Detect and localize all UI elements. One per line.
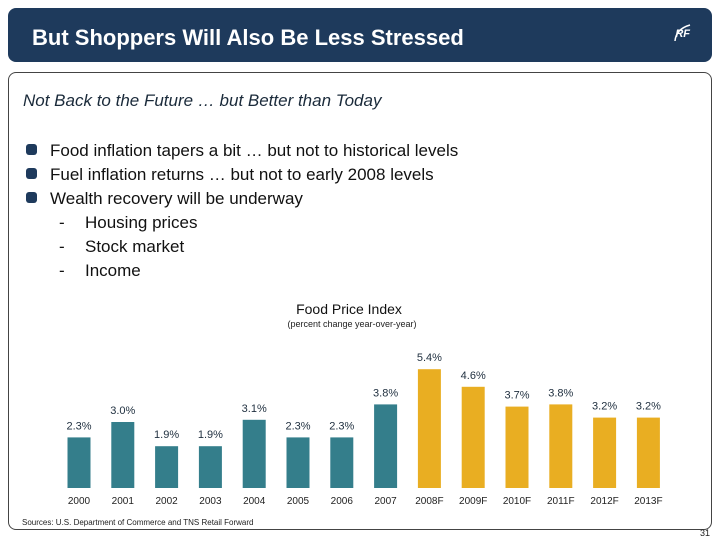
page-number: 31 <box>700 528 711 538</box>
slide-subtitle: Not Back to the Future … but Better than… <box>23 91 382 110</box>
dash-marker: - <box>59 237 65 256</box>
x-tick-label: 2002 <box>155 496 178 507</box>
sub-bullet-item: - Stock market <box>26 235 458 259</box>
bullet-item: Fuel inflation returns … but not to earl… <box>26 163 458 187</box>
sub-bullet-text: Income <box>85 261 141 280</box>
x-tick-label: 2000 <box>68 496 91 507</box>
bullet-square-icon <box>26 192 37 203</box>
title-bar: But Shoppers Will Also Be Less Stressed … <box>8 8 712 62</box>
x-tick-label: 2013F <box>634 496 662 507</box>
bar-2001 <box>111 422 135 488</box>
x-tick-label: 2010F <box>503 496 531 507</box>
bar-2000 <box>67 437 91 488</box>
content-frame <box>8 72 712 530</box>
data-label: 3.7% <box>504 390 529 402</box>
rf-logo: RF <box>674 24 691 42</box>
data-label: 3.2% <box>636 401 661 413</box>
bullet-item: Food inflation tapers a bit … but not to… <box>26 139 458 163</box>
x-tick-label: 2011F <box>547 496 575 507</box>
data-label: 3.1% <box>242 403 267 415</box>
bar-2007 <box>374 404 398 488</box>
bullet-text: Food inflation tapers a bit … but not to… <box>50 141 459 160</box>
data-label: 2.3% <box>66 420 91 432</box>
data-label: 3.8% <box>548 387 573 399</box>
sub-bullet-text: Stock market <box>85 237 185 256</box>
dash-marker: - <box>59 261 65 280</box>
data-label: 3.8% <box>373 387 398 399</box>
x-tick-label: 2009F <box>459 496 487 507</box>
food-price-index-chart: 2.3% 2000 3.0% 2001 1.9% 2002 1.9% 2003 3.1% 2004… <box>66 352 662 507</box>
x-tick-label: 2004 <box>243 496 266 507</box>
chart-subtitle: (percent change year-over-year) <box>287 319 417 329</box>
data-label: 3.0% <box>110 405 135 417</box>
bar-2006 <box>330 437 354 488</box>
data-label: 5.4% <box>417 352 442 364</box>
bar-2013F <box>636 417 660 488</box>
bar-2008F <box>417 369 441 488</box>
bullet-list: Food inflation tapers a bit … but not to… <box>26 139 458 283</box>
bar-2004 <box>242 419 266 488</box>
bar-2002 <box>155 446 179 488</box>
dash-marker: - <box>59 213 65 232</box>
x-tick-label: 2005 <box>287 496 310 507</box>
bar-2010F <box>505 406 529 488</box>
bullet-square-icon <box>26 168 37 179</box>
bullet-item: Wealth recovery will be underway <box>26 187 458 211</box>
bar-2011F <box>549 404 573 488</box>
x-tick-label: 2008F <box>415 496 443 507</box>
source-note: Sources: U.S. Department of Commerce and… <box>22 518 254 527</box>
data-label: 1.9% <box>198 429 223 441</box>
sub-bullet-item: - Income <box>26 259 458 283</box>
sub-bullet-item: - Housing prices <box>26 211 458 235</box>
bullet-text: Fuel inflation returns … but not to earl… <box>50 165 434 184</box>
x-tick-label: 2007 <box>374 496 397 507</box>
bullet-square-icon <box>26 144 37 155</box>
data-label: 2.3% <box>285 420 310 432</box>
slide-title: But Shoppers Will Also Be Less Stressed <box>32 25 464 50</box>
bullet-text: Wealth recovery will be underway <box>50 189 303 208</box>
chart-title: Food Price Index <box>296 301 402 317</box>
bar-2003 <box>198 446 222 488</box>
data-label: 4.6% <box>461 370 486 382</box>
sub-bullet-text: Housing prices <box>85 213 198 232</box>
bar-2012F <box>593 417 617 488</box>
x-tick-label: 2003 <box>199 496 222 507</box>
data-label: 1.9% <box>154 429 179 441</box>
x-tick-label: 2001 <box>112 496 135 507</box>
bar-2005 <box>286 437 310 488</box>
logo-swoosh-icon <box>674 24 691 42</box>
data-label: 3.2% <box>592 401 617 413</box>
x-tick-label: 2006 <box>331 496 354 507</box>
bar-2009F <box>461 386 485 488</box>
data-label: 2.3% <box>329 420 354 432</box>
x-tick-label: 2012F <box>590 496 618 507</box>
